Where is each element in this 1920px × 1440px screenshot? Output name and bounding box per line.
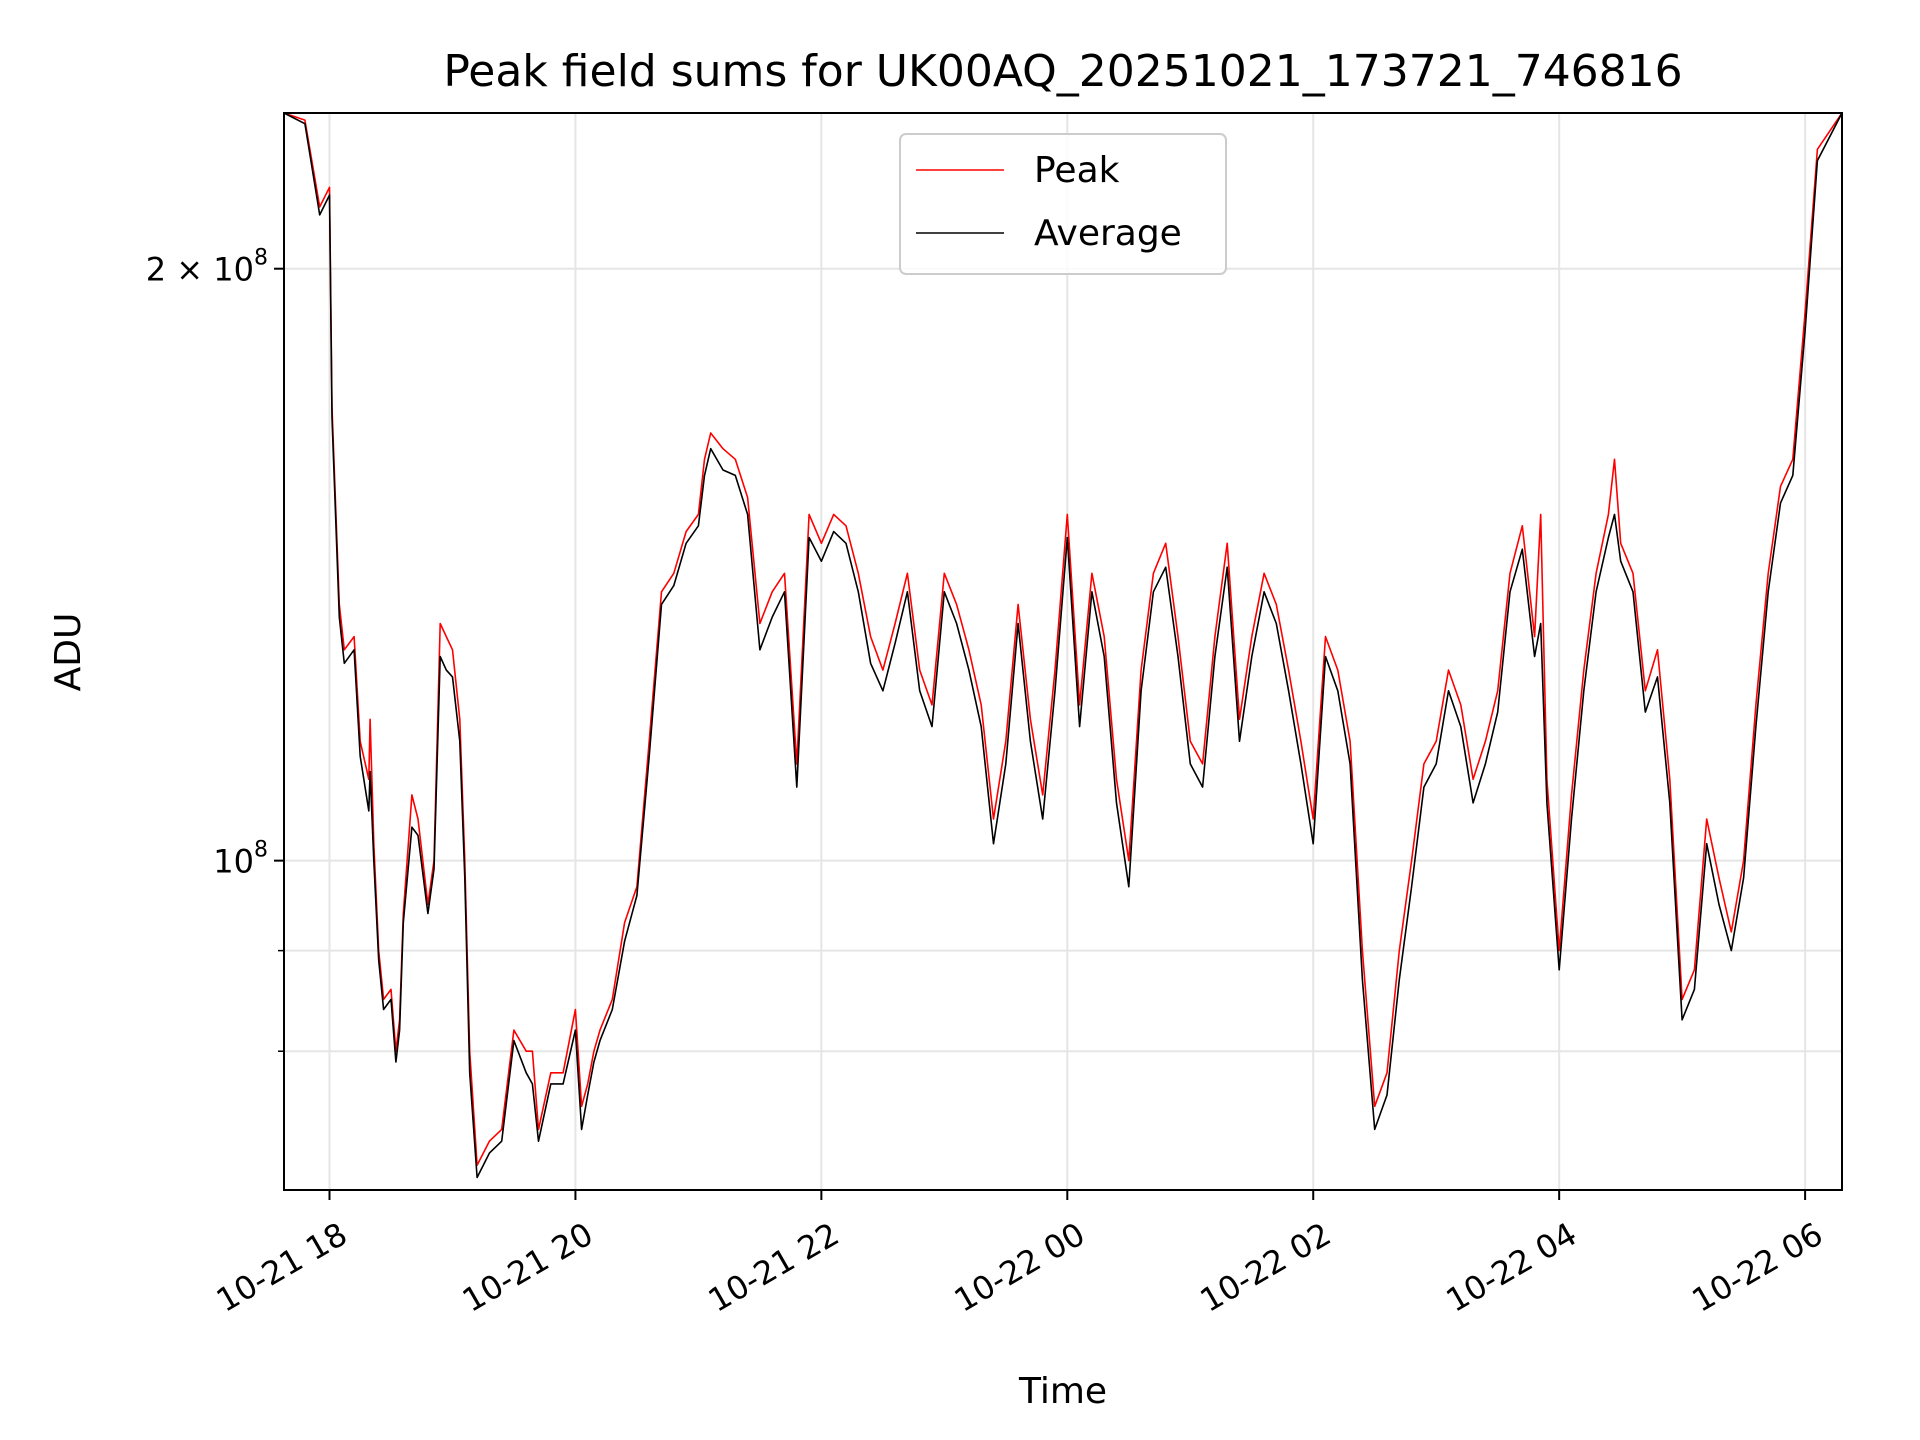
grid: [284, 113, 1842, 1190]
legend-label-average: Average: [1034, 213, 1182, 254]
x-axis-label: Time: [1018, 1371, 1107, 1412]
series-group: [283, 112, 1843, 1179]
y-axis-label: ADU: [48, 613, 89, 692]
y-tick-label-base: 2 × 10: [146, 251, 254, 289]
series-line-average: [283, 112, 1843, 1179]
y-tick-label-base: 10: [213, 843, 254, 881]
chart-title: Peak field sums for UK00AQ_20251021_1737…: [443, 46, 1682, 97]
plot-frame: [283, 112, 1843, 1191]
series-line-peak: [283, 112, 1843, 1166]
y-tick-label-exponent: 8: [254, 838, 268, 863]
legend: Peak Average: [899, 133, 1227, 275]
y-tick-label: 2 × 108: [146, 246, 268, 289]
legend-box: [899, 133, 1227, 275]
y-tick-label-exponent: 8: [254, 246, 268, 271]
y-tick-label: 108: [213, 838, 268, 881]
legend-label-peak: Peak: [1034, 150, 1120, 191]
